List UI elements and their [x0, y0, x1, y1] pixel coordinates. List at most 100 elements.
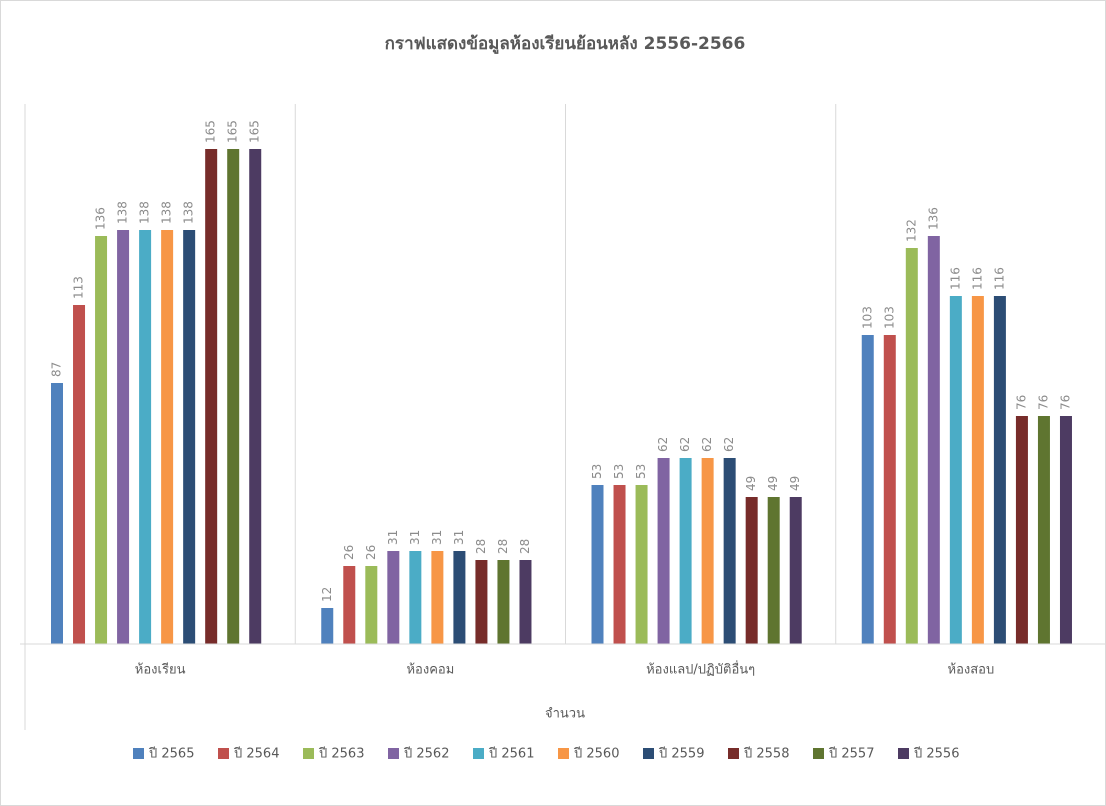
bar	[745, 497, 758, 644]
bar	[927, 236, 940, 644]
data-label: 76	[1036, 395, 1050, 410]
x-axis-label: จำนวน	[545, 707, 585, 722]
data-label: 113	[72, 276, 86, 299]
bar	[387, 551, 400, 644]
data-label: 138	[116, 201, 130, 224]
x-tick-label: ห้องสอบ	[948, 663, 995, 678]
bar	[365, 566, 378, 644]
data-label: 28	[518, 539, 532, 554]
data-label: 165	[204, 120, 218, 143]
data-label: 76	[1014, 395, 1028, 410]
bar	[227, 149, 240, 644]
bar	[51, 383, 63, 644]
legend-swatch	[218, 748, 229, 759]
legend-swatch	[388, 748, 399, 759]
data-label: 76	[1058, 395, 1072, 410]
data-label: 116	[970, 267, 984, 290]
bar	[73, 305, 86, 644]
data-label: 116	[948, 267, 962, 290]
legend-swatch	[558, 748, 569, 759]
data-label: 53	[612, 464, 626, 479]
data-label: 26	[364, 545, 378, 560]
data-label: 62	[700, 437, 714, 452]
bar	[993, 296, 1006, 644]
legend-label: ปี 2558	[743, 746, 789, 762]
legend-swatch	[303, 748, 314, 759]
data-label: 62	[722, 437, 736, 452]
bar	[613, 485, 626, 644]
bar	[497, 560, 510, 644]
bar	[519, 560, 532, 644]
legend-swatch	[133, 748, 144, 759]
legend-label: ปี 2562	[403, 746, 449, 762]
data-label: 136	[94, 207, 108, 230]
bar	[321, 608, 334, 644]
data-label: 26	[342, 545, 356, 560]
bar	[657, 458, 670, 644]
x-tick-label: ห้องคอม	[406, 663, 454, 678]
data-label: 62	[656, 437, 670, 452]
data-label: 138	[160, 201, 174, 224]
bar	[95, 236, 108, 644]
data-label: 31	[452, 530, 466, 545]
bar	[117, 230, 130, 644]
data-label: 49	[788, 476, 802, 491]
bar	[453, 551, 466, 644]
data-label: 138	[182, 201, 196, 224]
legend-label: ปี 2556	[913, 746, 959, 762]
data-label: 116	[992, 267, 1006, 290]
bar	[905, 248, 918, 644]
data-label: 138	[138, 201, 152, 224]
bar	[723, 458, 736, 644]
x-tick-label: ห้องเรียน	[135, 662, 186, 678]
bar	[205, 149, 218, 644]
bar	[139, 230, 152, 644]
legend-swatch	[473, 748, 484, 759]
data-label: 31	[386, 530, 400, 545]
x-tick-label: ห้องแลป/ปฏิบัติอื่นๆ	[646, 661, 755, 678]
bar	[475, 560, 488, 644]
data-label: 49	[744, 476, 758, 491]
bar	[949, 296, 962, 644]
bar	[161, 230, 174, 644]
data-label: 62	[678, 437, 692, 452]
chart-title: กราฟแสดงข้อมูลห้องเรียนย้อนหลัง 2556-256…	[385, 33, 746, 55]
bar	[701, 458, 714, 644]
bar	[971, 296, 984, 644]
bar	[249, 149, 262, 644]
data-label: 31	[408, 530, 422, 545]
bar	[1059, 416, 1072, 644]
data-label: 165	[226, 120, 240, 143]
legend-swatch	[643, 748, 654, 759]
legend-label: ปี 2561	[488, 746, 534, 762]
bar	[789, 497, 802, 644]
legend-label: ปี 2563	[318, 746, 364, 762]
data-label: 132	[904, 219, 918, 242]
legend-swatch	[728, 748, 739, 759]
data-label: 103	[882, 306, 896, 329]
bar	[591, 485, 604, 644]
bar	[635, 485, 648, 644]
bar	[883, 335, 896, 644]
bar	[861, 335, 874, 644]
data-label: 87	[50, 362, 64, 377]
legend-label: ปี 2565	[148, 746, 194, 762]
data-label: 53	[590, 464, 604, 479]
legend-label: ปี 2559	[658, 746, 704, 762]
data-label: 31	[430, 530, 444, 545]
bar	[409, 551, 422, 644]
bar	[183, 230, 196, 644]
bar	[1015, 416, 1028, 644]
data-label: 49	[766, 476, 780, 491]
bar	[679, 458, 692, 644]
data-label: 165	[248, 120, 262, 143]
legend-label: ปี 2564	[233, 746, 279, 762]
bar	[767, 497, 780, 644]
data-label: 103	[860, 306, 874, 329]
legend-swatch	[898, 748, 909, 759]
bar	[1037, 416, 1050, 644]
data-label: 12	[320, 587, 334, 602]
legend-swatch	[813, 748, 824, 759]
